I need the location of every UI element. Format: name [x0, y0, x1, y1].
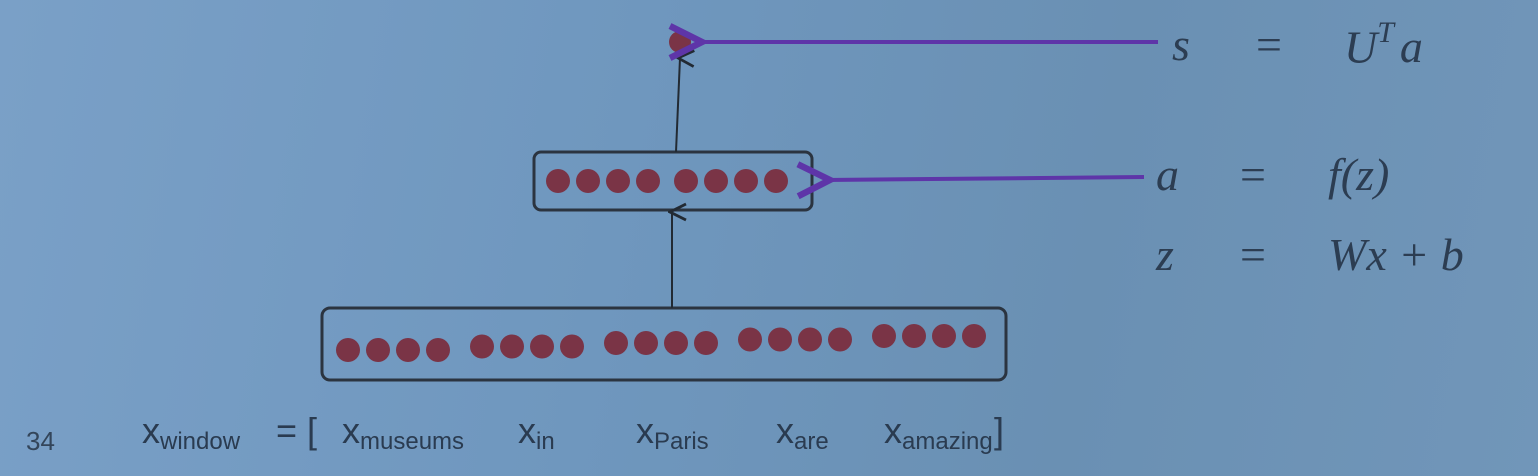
word-paris-sub: Paris	[654, 428, 709, 455]
word-are-sub: are	[794, 428, 829, 455]
window-label-base: x	[142, 410, 160, 451]
input-neuron	[872, 324, 896, 348]
window-close-bracket: ]	[994, 410, 1005, 451]
equation-score-rhs-tail: a	[1399, 21, 1423, 73]
input-neuron	[694, 331, 718, 355]
equation-preactivation-lhs: z	[1156, 229, 1174, 280]
word-paris: xParis	[636, 410, 709, 455]
word-museums-base: x	[342, 410, 360, 451]
input-neuron	[336, 338, 360, 362]
word-amazing-base: x	[884, 410, 902, 451]
equation-activation-lhs: a	[1156, 149, 1179, 200]
input-neuron	[768, 327, 792, 352]
input-neuron	[366, 338, 390, 362]
input-neuron	[828, 327, 852, 352]
equation-activation-rhs: f(z)	[1328, 149, 1390, 200]
input-neuron	[634, 331, 658, 355]
input-neuron	[500, 334, 524, 359]
equation-preactivation-equals: =	[1240, 229, 1266, 280]
input-layer-box	[320, 306, 1008, 382]
hidden-neuron	[606, 169, 630, 193]
word-are: xare	[776, 410, 829, 455]
input-neuron	[932, 324, 956, 348]
hidden-neuron	[764, 169, 788, 193]
input-neuron	[902, 324, 926, 348]
input-neurons	[336, 324, 986, 362]
equation-activation-equals: =	[1240, 149, 1266, 200]
input-neuron	[664, 331, 688, 355]
hidden-to-output-arrow	[675, 58, 680, 153]
word-paris-base: x	[636, 410, 654, 451]
word-in: xin	[518, 410, 555, 455]
equation-score-rhs-base: U	[1344, 21, 1378, 73]
hidden-neuron	[704, 169, 728, 193]
window-label-sub: window	[160, 428, 241, 455]
equation-score-rhs-sup: T	[1377, 16, 1394, 49]
activation-arrow	[826, 177, 1145, 180]
input-neuron	[530, 334, 554, 359]
word-in-sub: in	[536, 428, 555, 455]
input-neuron	[396, 338, 420, 362]
hidden-neuron	[546, 169, 570, 193]
input-neuron	[426, 338, 450, 362]
output-neuron	[669, 31, 691, 53]
word-in-base: x	[518, 410, 536, 451]
slide-number: 34	[26, 426, 55, 456]
hidden-neuron	[576, 169, 600, 193]
hidden-neuron	[734, 169, 758, 193]
word-amazing-sub: amazing	[902, 428, 993, 455]
equation-preactivation-rhs: Wx + b	[1328, 229, 1464, 280]
equation-score-rhs: UT a	[1344, 18, 1423, 73]
word-museums-sub: museums	[360, 428, 465, 455]
word-are-base: x	[776, 410, 794, 451]
input-neuron	[738, 327, 762, 352]
equation-score-equals: =	[1256, 19, 1282, 70]
window-assign: = [	[276, 410, 318, 451]
hidden-neuron	[636, 169, 660, 193]
input-neuron	[604, 331, 628, 355]
input-neuron	[798, 327, 822, 352]
input-neuron	[470, 334, 494, 359]
window-label: xwindow	[142, 410, 241, 455]
input-neuron	[962, 324, 986, 348]
word-amazing: xamazing	[884, 410, 993, 455]
hidden-neuron	[674, 169, 698, 193]
word-museums: xmuseums	[342, 410, 465, 455]
input-neuron	[560, 334, 584, 359]
hidden-neurons	[546, 169, 788, 193]
equation-score-lhs: s	[1172, 19, 1190, 70]
